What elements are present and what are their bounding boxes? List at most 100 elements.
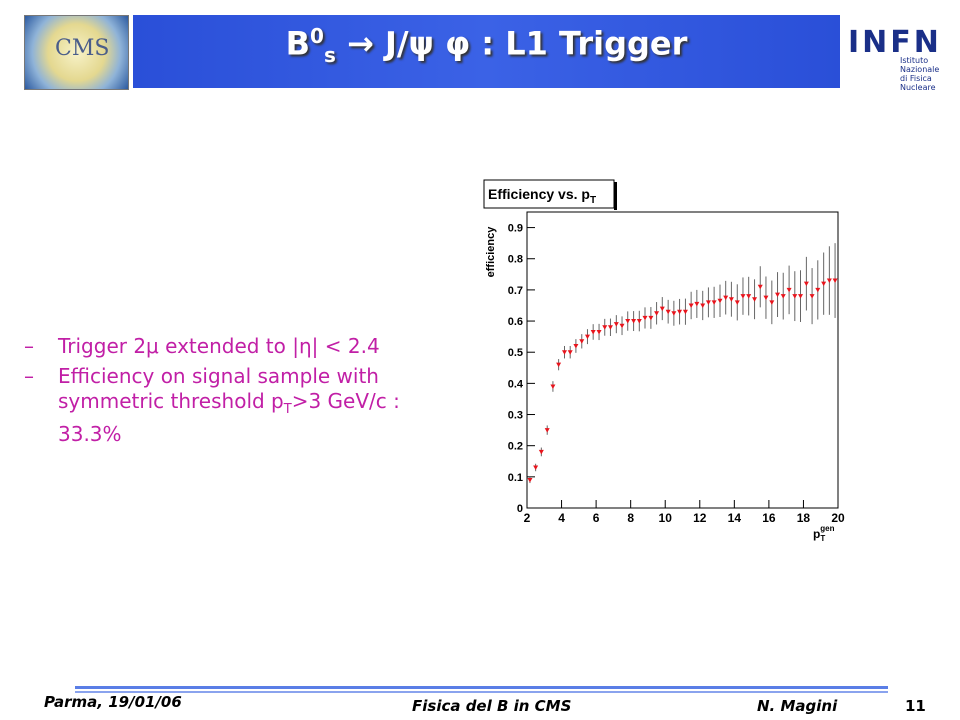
x-tick-label: 4 [558,511,565,525]
x-tick-label: 10 [659,511,673,525]
data-point [677,309,683,315]
x-tick-label: 14 [728,511,742,525]
x-label-sub: T [820,534,825,543]
data-point [631,319,637,324]
chart-title-shadow [614,182,617,210]
data-point [544,428,550,433]
title-sub: s [323,43,336,68]
data-point [717,298,723,304]
data-point [728,297,734,302]
bullet-text: >3 GeV/c : 33.3% [58,389,400,446]
data-point [700,303,706,308]
chart-title: Efficiency vs. pT [488,186,596,206]
data-point [625,319,631,324]
chart-title-box [483,179,615,209]
bullet-marker: – [24,334,34,358]
y-tick-label: 0.7 [508,285,523,297]
data-point [746,294,752,299]
data-point [711,300,717,305]
y-tick-label: 0.6 [508,316,523,328]
data-point [636,319,642,324]
x-tick-label: 6 [593,511,600,525]
data-point [832,278,838,284]
data-point [815,287,821,293]
data-point [573,343,579,349]
data-point [671,311,677,316]
infn-sub: Istituto Nazionale [900,56,940,74]
bullet: – Trigger 2μ extended to |η| < 2.4 [24,334,454,359]
data-point [775,292,781,298]
data-point [561,350,567,355]
title-sup: 0 [310,24,324,48]
chart-title-sub: T [590,195,596,206]
data-point [694,301,700,307]
data-point [642,315,648,321]
infn-name: INFN [848,25,942,60]
data-point [803,281,809,287]
cms-logo: CMS [24,15,129,90]
x-tick-label: 18 [797,511,811,525]
data-point [688,303,694,308]
bullet-marker: – [24,364,34,388]
data-point [596,329,602,335]
cms-logo-text: CMS [55,36,110,61]
x-label-sup: gen [820,524,834,533]
data-point [682,309,688,315]
x-label-base: p [813,527,820,541]
y-tick-label: 0.1 [508,472,523,484]
data-point [538,449,544,455]
data-point [809,294,815,299]
data-point [740,294,746,299]
data-point [705,300,711,305]
infn-sub: di Fisica Nucleare [900,74,936,92]
x-tick-label: 2 [524,511,531,525]
data-point [584,334,590,340]
data-point [648,315,654,321]
slide-title: B0s → J/ψ φ : L1 Trigger [133,24,840,67]
x-tick-label: 20 [831,511,845,525]
data-point [659,306,665,312]
data-point [786,287,792,293]
data-point [590,329,596,335]
data-point [821,281,827,287]
bullet-sub: T [283,402,292,417]
x-tick-label: 16 [762,511,776,525]
page-number: 11 [905,697,926,715]
data-point [769,300,775,305]
y-axis-label: efficiency [485,226,497,278]
data-point [763,295,769,301]
data-point [619,323,625,329]
footer-center: Fisica del B in CMS [412,697,572,715]
plot-area [526,211,839,509]
data-point [723,295,729,301]
y-tick-label: 0.2 [508,441,523,453]
title-rest: → J/ψ φ : L1 Trigger [335,24,688,63]
x-tick-label: 12 [693,511,707,525]
bullet-text: Trigger 2μ extended to |η| < 2.4 [58,334,380,358]
y-tick-label: 0.8 [508,254,523,266]
x-tick-label: 8 [627,511,634,525]
data-point [654,311,660,316]
data-point [556,362,562,368]
data-point [826,278,832,284]
chart-title-text: Efficiency vs. p [488,186,590,202]
data-point [567,350,573,355]
infn-logo: INFN Istituto Nazionale di Fisica Nuclea… [848,25,958,92]
y-tick-label: 0.9 [508,223,523,235]
bullet-list: – Trigger 2μ extended to |η| < 2.4 – Effic… [24,334,454,452]
data-point [665,309,671,315]
footer-left: Parma, 19/01/06 [44,693,182,711]
data-point [579,339,585,344]
footer-author: N. Magini [757,697,838,715]
data-point [613,322,619,327]
y-tick-label: 0.5 [508,347,523,359]
data-point [607,325,613,330]
data-point [527,477,533,483]
chart-frame [482,175,860,545]
footer-line [75,686,888,689]
data-point [602,325,608,330]
data-point [734,300,740,305]
data-point [550,384,556,389]
